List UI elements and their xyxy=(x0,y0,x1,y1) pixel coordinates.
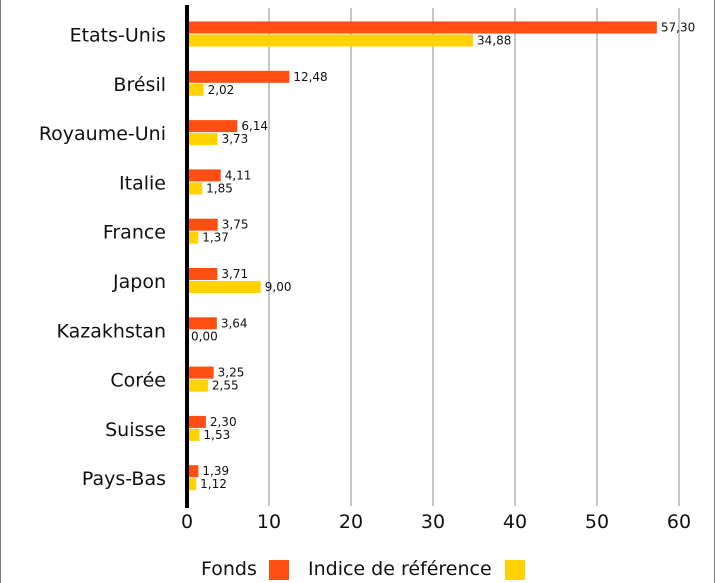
data-label: 1,53 xyxy=(204,428,231,442)
bar-indice xyxy=(187,281,261,293)
data-label: 1,39 xyxy=(202,464,229,478)
x-tick-label: 10 xyxy=(257,511,281,533)
data-label: 2,30 xyxy=(210,415,237,429)
bar-indice xyxy=(187,182,203,195)
bar-indice xyxy=(187,478,197,491)
bar-indice xyxy=(187,231,199,244)
data-label: 2,02 xyxy=(208,83,235,97)
bar-indice xyxy=(187,34,474,47)
bar-fonds xyxy=(187,21,657,34)
category-label: Etats-Unis xyxy=(70,25,166,47)
x-tick-label: 0 xyxy=(181,511,193,533)
legend-label-fonds: Fonds xyxy=(201,558,257,580)
data-label: 9,00 xyxy=(265,280,292,294)
legend-swatch-fonds xyxy=(269,560,289,580)
category-label: Corée xyxy=(110,370,166,392)
bar-fonds xyxy=(187,70,290,83)
bar-fonds xyxy=(187,465,199,478)
data-label: 1,12 xyxy=(200,477,227,491)
legend-label-indice: Indice de référence xyxy=(308,558,492,580)
data-label: 3,73 xyxy=(222,132,249,146)
x-tick-label: 50 xyxy=(585,511,609,533)
category-label: Brésil xyxy=(113,74,166,96)
data-label: 1,85 xyxy=(206,181,233,195)
data-label: 3,64 xyxy=(221,316,248,330)
bar-fonds xyxy=(187,317,217,330)
data-label: 2,55 xyxy=(212,379,239,393)
category-label: Royaume-Uni xyxy=(39,123,166,145)
x-tick-label: 40 xyxy=(503,511,527,533)
category-label: Suisse xyxy=(105,419,166,441)
data-label: 3,75 xyxy=(222,218,249,232)
x-tick-label: 60 xyxy=(667,511,691,533)
x-tick-label: 20 xyxy=(339,511,363,533)
data-label: 3,71 xyxy=(221,267,248,281)
x-tick-label: 30 xyxy=(421,511,445,533)
category-label: Italie xyxy=(119,172,166,194)
bar-fonds xyxy=(187,169,221,182)
data-label: 57,30 xyxy=(661,21,695,35)
bar-fonds xyxy=(187,218,218,231)
bar-indice xyxy=(187,83,204,96)
data-label: 0,00 xyxy=(191,329,218,343)
bar-indice xyxy=(187,428,200,441)
data-label: 6,14 xyxy=(241,119,268,133)
data-label: 3,25 xyxy=(218,366,245,380)
data-label: 4,11 xyxy=(225,168,252,182)
category-label: Kazakhstan xyxy=(57,320,166,342)
category-label: Japon xyxy=(112,271,166,293)
bar-indice xyxy=(187,133,218,146)
bar-fonds xyxy=(187,366,214,379)
data-label: 12,48 xyxy=(293,70,327,84)
data-label: 1,37 xyxy=(202,231,229,245)
bar-fonds xyxy=(187,120,238,133)
bar-fonds xyxy=(187,415,206,428)
bar-fonds xyxy=(187,268,218,280)
legend-swatch-indice xyxy=(505,560,525,580)
data-label: 34,88 xyxy=(477,34,511,48)
bar-indice xyxy=(187,379,208,392)
category-label: Pays-Bas xyxy=(82,468,166,490)
category-label: France xyxy=(103,222,166,244)
